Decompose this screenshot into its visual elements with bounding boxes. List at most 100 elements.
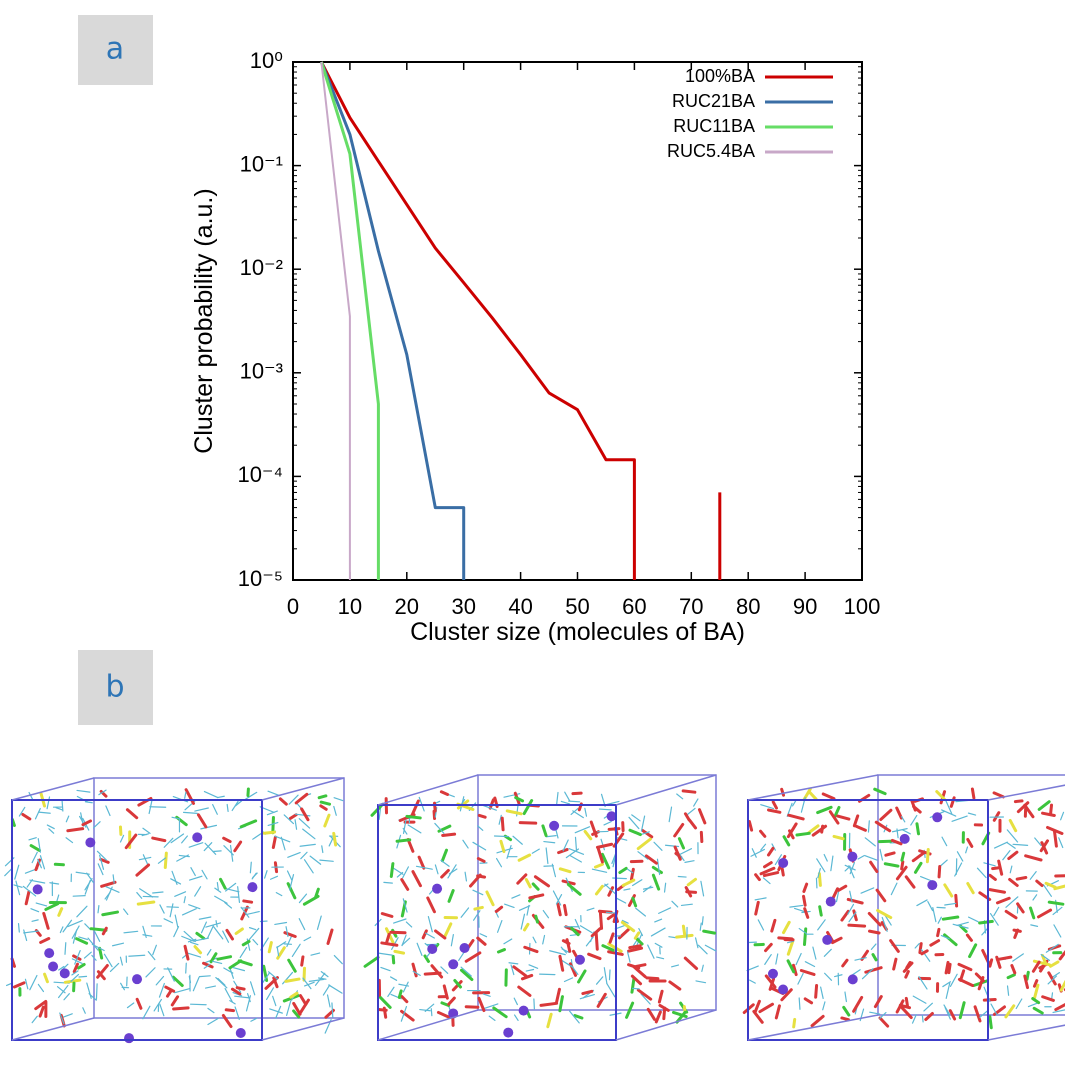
molecule: [19, 924, 20, 932]
molecule: [906, 877, 914, 887]
molecule: [397, 873, 402, 878]
molecule: [834, 836, 843, 838]
molecule: [776, 1006, 779, 1018]
molecule: [276, 893, 281, 896]
snapshot: [744, 775, 1065, 1040]
molecule: [137, 865, 149, 875]
molecule: [269, 943, 271, 952]
molecule: [207, 950, 210, 955]
molecule: [514, 967, 526, 976]
ion: [778, 858, 788, 868]
molecule: [317, 916, 321, 929]
molecule: [303, 829, 315, 839]
molecule: [678, 876, 686, 877]
molecule: [782, 869, 783, 875]
molecule: [761, 831, 765, 836]
molecule: [655, 943, 662, 947]
molecule: [568, 884, 580, 894]
molecule: [533, 937, 536, 943]
molecule: [1026, 856, 1041, 860]
molecule: [428, 917, 432, 932]
molecule: [672, 965, 679, 967]
ion: [192, 832, 202, 842]
snapshot: [5, 778, 344, 1043]
molecule: [994, 907, 999, 915]
molecule: [143, 926, 146, 937]
molecule: [940, 860, 947, 866]
molecule: [891, 883, 897, 894]
molecule: [438, 1012, 448, 1017]
molecule: [755, 898, 766, 900]
molecule: [524, 924, 527, 930]
molecule: [804, 929, 805, 945]
molecule: [15, 865, 19, 879]
molecule: [597, 977, 603, 984]
molecule: [334, 956, 342, 964]
molecule: [698, 945, 707, 954]
molecule: [251, 982, 255, 995]
molecule: [546, 836, 556, 837]
x-tick-label: 10: [338, 594, 362, 619]
molecule: [701, 881, 704, 896]
molecule: [1008, 986, 1009, 995]
molecule: [858, 856, 864, 859]
molecule: [970, 945, 976, 957]
molecule: [217, 883, 218, 890]
molecule: [241, 821, 255, 827]
molecule: [387, 934, 389, 942]
molecule: [1031, 925, 1038, 927]
molecule: [631, 869, 633, 879]
molecule: [956, 895, 957, 906]
molecule: [609, 829, 619, 830]
molecule: [113, 943, 124, 946]
molecule: [575, 1016, 582, 1018]
molecule: [624, 889, 630, 890]
molecule: [299, 894, 306, 902]
molecule: [796, 954, 801, 965]
molecule: [756, 875, 760, 880]
molecule: [32, 852, 37, 862]
molecule: [1016, 999, 1022, 1008]
molecule: [702, 917, 703, 925]
molecule: [483, 994, 490, 996]
molecule: [685, 861, 694, 863]
molecule: [902, 830, 910, 834]
molecule: [74, 964, 77, 971]
molecule: [206, 986, 216, 988]
molecule: [580, 926, 592, 933]
molecule: [301, 852, 307, 858]
molecule: [635, 933, 638, 938]
molecule: [641, 816, 644, 831]
molecule: [849, 866, 854, 878]
molecule: [264, 832, 274, 833]
molecule: [106, 806, 110, 815]
molecule: [598, 849, 602, 862]
molecule: [536, 916, 538, 922]
molecule: [466, 1007, 478, 1008]
molecule: [403, 982, 408, 992]
molecule: [838, 816, 849, 819]
molecule: [394, 919, 406, 923]
molecule: [365, 957, 378, 966]
molecule: [77, 906, 87, 917]
molecule: [924, 1003, 932, 1011]
molecule: [848, 899, 862, 903]
ion: [236, 1028, 246, 1038]
x-tick-label: 70: [679, 594, 703, 619]
molecule: [525, 947, 537, 951]
molecule: [250, 928, 256, 930]
molecule: [249, 928, 259, 939]
molecule: [824, 949, 831, 956]
molecule: [763, 878, 770, 884]
molecule: [29, 838, 36, 840]
molecule: [798, 974, 803, 985]
molecule: [300, 996, 305, 1005]
box-edge: [262, 1018, 344, 1040]
molecule: [329, 985, 342, 993]
molecule: [124, 931, 138, 932]
ion: [826, 897, 836, 907]
molecule: [36, 903, 46, 906]
molecule: [699, 810, 704, 823]
molecule: [843, 960, 847, 966]
